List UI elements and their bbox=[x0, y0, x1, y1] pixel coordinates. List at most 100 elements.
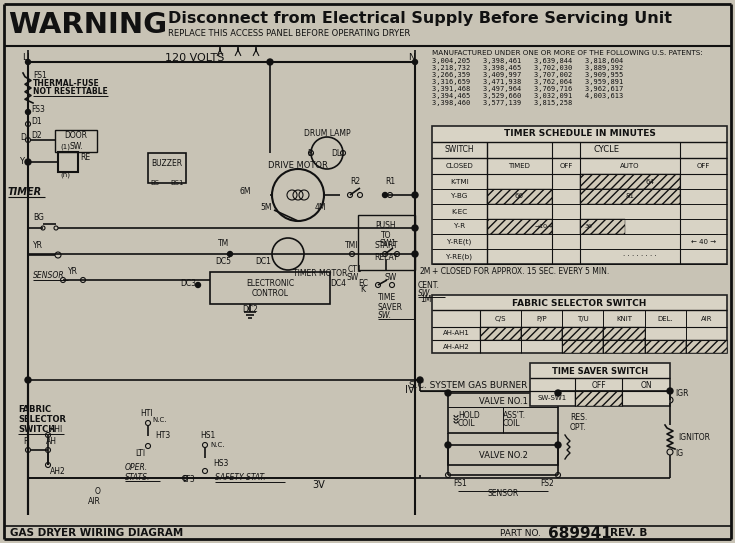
Text: THERMAL-FUSE: THERMAL-FUSE bbox=[33, 79, 100, 89]
Text: CONTROL: CONTROL bbox=[251, 289, 289, 299]
Text: 3V: 3V bbox=[312, 480, 325, 490]
Bar bbox=[603, 340, 645, 353]
Circle shape bbox=[445, 390, 451, 396]
Text: YR: YR bbox=[68, 268, 78, 276]
Text: AIR: AIR bbox=[88, 496, 101, 506]
Text: DL: DL bbox=[331, 148, 341, 157]
Text: SAVER: SAVER bbox=[378, 302, 403, 312]
Circle shape bbox=[555, 390, 561, 396]
Circle shape bbox=[412, 225, 418, 231]
Text: (1): (1) bbox=[60, 144, 70, 150]
Text: DRUM LAMP: DRUM LAMP bbox=[304, 129, 351, 137]
Text: IGNITOR: IGNITOR bbox=[678, 433, 710, 441]
Text: START: START bbox=[374, 241, 398, 249]
Text: ← 40 →: ← 40 → bbox=[691, 238, 716, 244]
Text: N.C.: N.C. bbox=[152, 417, 167, 423]
Bar bbox=[448, 445, 558, 465]
Bar bbox=[530, 363, 670, 406]
Text: IGR: IGR bbox=[675, 388, 689, 397]
Text: EC: EC bbox=[358, 279, 368, 287]
Text: C/S: C/S bbox=[495, 316, 506, 322]
Text: D1: D1 bbox=[31, 117, 42, 125]
Text: Y: Y bbox=[19, 157, 24, 167]
Text: 3,266,359   3,409,997   3,707,002   3,909,955: 3,266,359 3,409,997 3,707,002 3,909,955 bbox=[432, 72, 623, 78]
Text: FS1: FS1 bbox=[33, 72, 47, 80]
Text: 6M: 6M bbox=[240, 187, 251, 197]
Text: AH-AH1: AH-AH1 bbox=[442, 330, 470, 336]
Circle shape bbox=[26, 110, 30, 115]
Text: OFF: OFF bbox=[559, 163, 573, 169]
Text: TIMER SCHEDULE IN MINUTES: TIMER SCHEDULE IN MINUTES bbox=[503, 129, 656, 138]
Text: TIMED: TIMED bbox=[509, 163, 531, 169]
Text: BS: BS bbox=[150, 180, 159, 186]
Text: TO: TO bbox=[381, 230, 391, 239]
Bar bbox=[562, 327, 603, 340]
Circle shape bbox=[555, 442, 561, 448]
Circle shape bbox=[267, 59, 273, 65]
Text: AH: AH bbox=[46, 437, 57, 445]
Text: CYCLE: CYCLE bbox=[594, 146, 620, 155]
Text: FS2: FS2 bbox=[540, 478, 553, 488]
Text: D: D bbox=[20, 132, 26, 142]
Circle shape bbox=[667, 388, 673, 394]
Bar bbox=[210, 272, 330, 304]
Text: CLOSED: CLOSED bbox=[445, 163, 473, 169]
Text: · · · · · · · ·: · · · · · · · · bbox=[623, 254, 657, 260]
Text: OFF: OFF bbox=[697, 163, 710, 169]
Text: DEL.: DEL. bbox=[657, 316, 673, 322]
Text: SAFETY STAT.: SAFETY STAT. bbox=[215, 473, 265, 483]
Bar bbox=[487, 219, 552, 234]
Text: LT3: LT3 bbox=[182, 476, 195, 484]
Text: SWITCH: SWITCH bbox=[445, 146, 474, 155]
Circle shape bbox=[412, 60, 417, 65]
Text: 120 VOLTS: 120 VOLTS bbox=[165, 53, 225, 63]
Text: Y-BG: Y-BG bbox=[451, 193, 467, 199]
Text: FS1: FS1 bbox=[453, 478, 467, 488]
Circle shape bbox=[25, 377, 31, 383]
Text: 3,398,460   3,577,139   3,815,258: 3,398,460 3,577,139 3,815,258 bbox=[432, 100, 573, 106]
Text: SENSOR: SENSOR bbox=[33, 270, 65, 280]
Bar bbox=[580, 189, 680, 204]
Text: DOOR
SW.: DOOR SW. bbox=[65, 131, 87, 151]
Text: K-TMI: K-TMI bbox=[450, 179, 469, 185]
Text: TMI: TMI bbox=[345, 242, 359, 250]
Text: 3,218,732   3,398,465   3,702,030   3,889,392: 3,218,732 3,398,465 3,702,030 3,889,392 bbox=[432, 65, 623, 71]
Bar bbox=[580, 219, 625, 234]
Text: SW: SW bbox=[385, 274, 397, 282]
Text: Y-RE(b): Y-RE(b) bbox=[446, 253, 473, 260]
Text: AHI: AHI bbox=[50, 426, 63, 434]
Text: SW: SW bbox=[347, 274, 359, 282]
Text: B: B bbox=[307, 148, 312, 157]
Text: ELECTRONIC: ELECTRONIC bbox=[246, 279, 294, 287]
Text: MANUFACTURED UNDER ONE OR MORE OF THE FOLLOWING U.S. PATENTS:: MANUFACTURED UNDER ONE OR MORE OF THE FO… bbox=[432, 50, 703, 56]
Text: TIME: TIME bbox=[378, 294, 396, 302]
Bar bbox=[432, 126, 727, 264]
Text: OFF: OFF bbox=[592, 381, 606, 389]
Circle shape bbox=[25, 159, 31, 165]
Text: 36: 36 bbox=[584, 224, 592, 229]
Text: LTI: LTI bbox=[135, 449, 145, 458]
Text: CENT.: CENT. bbox=[418, 281, 440, 289]
Text: BS1: BS1 bbox=[170, 180, 184, 186]
Text: YR: YR bbox=[33, 241, 43, 249]
Bar bbox=[521, 327, 562, 340]
Text: COIL: COIL bbox=[458, 420, 476, 428]
Text: + CLOSED FOR APPROX. 15 SEC. EVERY 5 MIN.: + CLOSED FOR APPROX. 15 SEC. EVERY 5 MIN… bbox=[432, 267, 609, 275]
Text: D2: D2 bbox=[31, 130, 42, 140]
Text: (h): (h) bbox=[60, 172, 70, 178]
Text: SWITCH: SWITCH bbox=[18, 426, 55, 434]
Text: N.C.: N.C. bbox=[210, 442, 224, 448]
Text: HT3: HT3 bbox=[155, 432, 171, 440]
Text: 2M: 2M bbox=[420, 268, 431, 276]
Text: O: O bbox=[95, 488, 101, 496]
Bar bbox=[487, 189, 552, 204]
Bar bbox=[645, 340, 686, 353]
Text: PUSH: PUSH bbox=[376, 220, 396, 230]
Text: R1: R1 bbox=[385, 178, 395, 186]
Text: 3,004,205   3,398,461   3,639,844   3,818,604: 3,004,205 3,398,461 3,639,844 3,818,604 bbox=[432, 58, 623, 64]
Text: 66: 66 bbox=[515, 193, 524, 199]
Text: COIL: COIL bbox=[503, 420, 520, 428]
Text: 3,316,659   3,471,938   3,762,064   3,959,891: 3,316,659 3,471,938 3,762,064 3,959,891 bbox=[432, 79, 623, 85]
Bar bbox=[480, 327, 521, 340]
Circle shape bbox=[228, 251, 232, 256]
